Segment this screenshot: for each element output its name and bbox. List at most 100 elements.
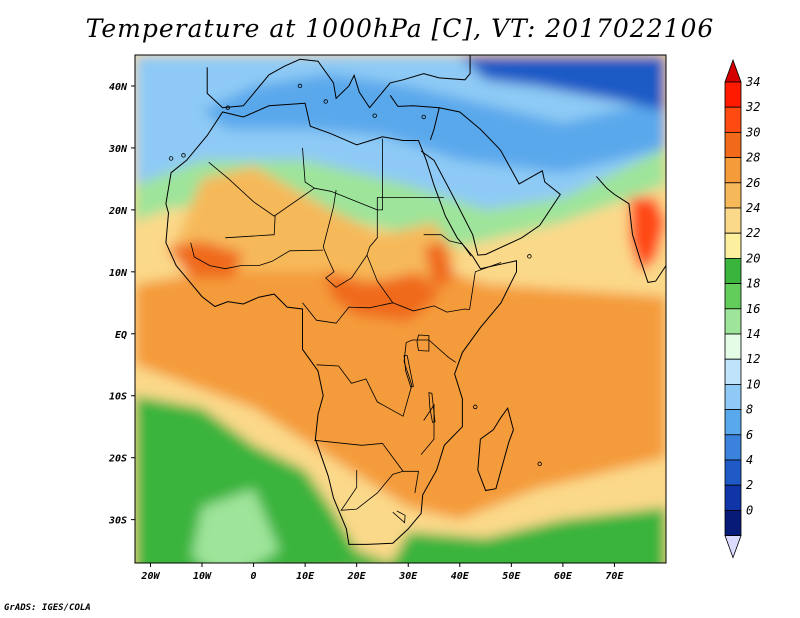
country-border: [322, 190, 368, 288]
island-outline: [181, 153, 186, 158]
country-border: [225, 214, 276, 239]
colorbar-label: 30: [745, 125, 760, 139]
colorbar-swatch: [724, 257, 742, 284]
colorbar-swatch: [724, 509, 742, 536]
credit-label: GrADS: IGES/COLA: [4, 603, 91, 613]
island-outline: [225, 105, 230, 110]
colorbar-swatch: [724, 459, 742, 486]
mediterranean-region: [202, 73, 666, 173]
colorbar-bottom-arrow: [724, 535, 742, 559]
lat-tick-label: 10N: [109, 268, 128, 279]
chart-title: Temperature at 1000hPa [C], VT: 20170221…: [85, 14, 715, 43]
central-hot-region: [325, 271, 440, 322]
colorbar-label: 18: [746, 277, 760, 291]
island-outline: [323, 99, 328, 104]
south-atlantic-region: [135, 395, 392, 563]
lake-malawi: [428, 392, 436, 423]
plot-frame: [134, 54, 667, 564]
longitude-ticks: 20W 10W 0 10E 20E 30E 40E 50E 60E 70E: [140, 563, 624, 582]
country-border: [302, 302, 393, 324]
country-border: [340, 470, 404, 511]
colorbar-swatch: [724, 283, 742, 310]
lon-tick-label: 10E: [296, 571, 315, 582]
lat-tick-label: 10S: [109, 392, 127, 403]
colorbar-label: 28: [746, 151, 760, 165]
colorbar-swatch: [724, 383, 742, 410]
country-border: [302, 147, 315, 189]
colorbar-swatch: [724, 81, 742, 108]
turkey-coastline: [389, 95, 440, 109]
colorbar-swatch: [724, 131, 742, 158]
lat-tick-label: 30N: [108, 144, 128, 155]
country-border: [190, 242, 324, 270]
lat-tick-label: EQ: [115, 330, 127, 341]
south-indian-green-region: [392, 507, 666, 563]
lat-tick-label: 20S: [108, 454, 127, 465]
colorbar-label: 26: [746, 176, 760, 190]
colorbar-label: 0: [746, 503, 753, 517]
colorbar-swatch: [724, 308, 742, 335]
country-border: [392, 510, 406, 524]
colorbar-label: 32: [745, 100, 760, 114]
country-border: [366, 138, 470, 313]
colorbar-label: 4: [746, 453, 753, 467]
island-outline: [297, 83, 303, 89]
country-border: [469, 262, 502, 310]
lat-tick-label: 30S: [108, 516, 127, 527]
island-outline: [372, 113, 377, 118]
colorbar-swatch: [724, 207, 742, 234]
colorbar-label: 14: [746, 327, 760, 341]
india-coastline: [596, 176, 666, 283]
colorbar-swatch: [724, 182, 742, 209]
lon-tick-label: 20E: [347, 571, 367, 582]
colorbar-swatch: [724, 358, 742, 385]
colorbar-top-arrow: [724, 58, 742, 83]
india-hot-region: [629, 197, 666, 272]
lake-victoria: [416, 334, 430, 352]
lon-tick-label: 40E: [451, 571, 470, 582]
island-outline: [537, 461, 542, 467]
lon-tick-label: 70E: [605, 571, 624, 582]
colorbar-label: 8: [746, 403, 753, 417]
colorbar-label: 16: [746, 302, 760, 316]
lon-tick-label: 60E: [554, 571, 573, 582]
lon-tick-label: 30E: [398, 571, 418, 582]
lon-tick-label: 10W: [193, 571, 212, 582]
country-border: [314, 439, 419, 494]
colorbar-label: 22: [746, 226, 760, 240]
colorbar-label: 24: [746, 201, 760, 215]
ethiopia-hot-region: [423, 240, 455, 291]
europe-coastline: [206, 55, 471, 109]
colorbar-swatch: [724, 434, 742, 461]
lon-tick-label: 20W: [140, 571, 160, 582]
island-outline: [168, 156, 174, 161]
coastlines: [165, 55, 666, 545]
colorbar-swatch: [724, 157, 742, 184]
colorbar-swatch: [724, 484, 742, 511]
colorbar-label: 12: [746, 352, 760, 366]
country-border: [423, 234, 472, 257]
island-outline: [421, 114, 426, 120]
colorbar-label: 6: [746, 428, 753, 442]
colorbar-swatch: [724, 409, 742, 436]
colorbar-swatch: [724, 232, 742, 259]
temperature-field: [135, 55, 666, 563]
colorbar-swatch: [724, 106, 742, 133]
atlantic-cool-blob-region: [191, 488, 280, 563]
colorbar-label: 34: [745, 75, 760, 89]
arabia-coastline: [420, 107, 561, 256]
europe-cold-region: [459, 55, 666, 111]
colorbar-label: 10: [746, 377, 760, 391]
island-outline: [473, 404, 478, 410]
lat-tick-label: 40N: [109, 82, 128, 93]
island-outline: [527, 254, 532, 259]
lake-tanganyika: [403, 355, 414, 388]
africa-coastline: [165, 102, 517, 545]
lat-tick-label: 20N: [108, 206, 128, 217]
lon-tick-label: 0: [251, 571, 257, 582]
tropical-band-region: [135, 247, 666, 520]
colorbar-label: 2: [746, 478, 753, 492]
colorbar-swatch: [724, 333, 742, 360]
